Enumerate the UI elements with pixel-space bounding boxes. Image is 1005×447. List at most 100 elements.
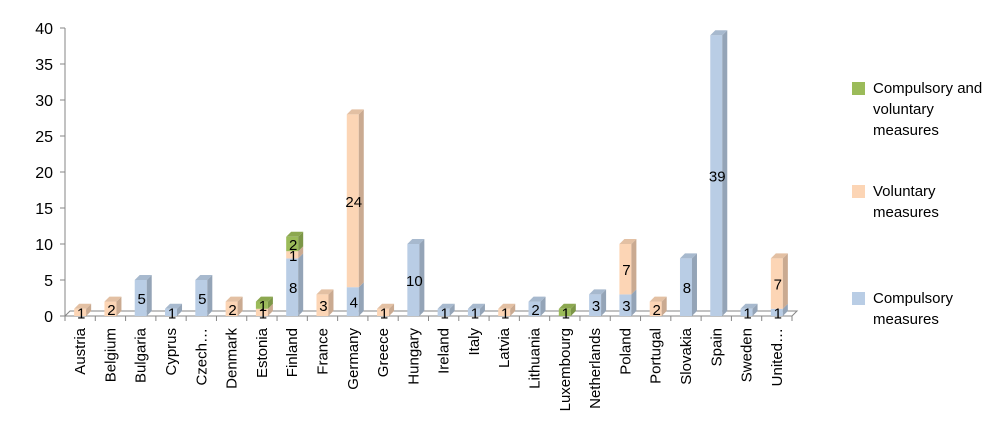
bar-top <box>346 109 364 115</box>
bars <box>74 30 788 316</box>
bar-top <box>134 275 152 280</box>
data-label: 5 <box>138 291 146 308</box>
category-label: Estonia <box>254 327 271 378</box>
data-label: 1 <box>774 305 782 322</box>
y-tick-label: 15 <box>35 201 53 218</box>
category-label: Netherlands <box>587 328 604 409</box>
bar-top <box>104 296 122 302</box>
legend-label-voluntary: Voluntary measures <box>873 183 939 221</box>
bar-top <box>225 296 243 302</box>
data-label: 7 <box>774 277 782 294</box>
data-label: 10 <box>406 273 423 290</box>
bar-segment-side <box>661 296 667 316</box>
bar-segment <box>225 301 238 316</box>
bar-segment <box>710 35 723 316</box>
bar-segment-side <box>116 296 122 316</box>
bar-segment <box>437 308 450 316</box>
data-label: 8 <box>683 280 691 297</box>
data-label: 4 <box>350 295 358 312</box>
data-label: 7 <box>622 262 630 279</box>
data-label: 1 <box>380 305 388 322</box>
bar-segment-side <box>328 289 334 316</box>
bar-top <box>679 253 697 259</box>
bar-segment <box>346 287 359 316</box>
x-axis <box>63 310 799 321</box>
bar-top <box>558 303 576 309</box>
data-label: 1 <box>289 248 297 265</box>
bar-segment <box>528 301 541 316</box>
bar-segment-side <box>207 275 213 316</box>
data-label: 2 <box>531 302 539 319</box>
bar-segment-side <box>237 296 243 316</box>
category-label: Greece <box>375 328 392 377</box>
bar-segment <box>498 308 511 316</box>
y-tick-label: 25 <box>35 129 53 146</box>
bar-segment-side <box>631 289 637 316</box>
bar-top <box>528 296 546 302</box>
category-label: Germany <box>345 328 362 390</box>
data-label: 1 <box>77 305 85 322</box>
bar-segment-side <box>419 239 425 316</box>
data-label: 24 <box>345 194 362 211</box>
legend-swatch-compulsory <box>852 292 865 305</box>
bar-segment <box>377 308 390 316</box>
data-label: 39 <box>709 169 726 186</box>
data-label: 1 <box>259 305 267 322</box>
legend-item-compulsory-and-voluntary: Compulsory and voluntary measures <box>852 78 993 141</box>
bar-top <box>377 303 395 309</box>
bar-segment <box>407 244 420 316</box>
bar-top <box>316 289 334 295</box>
legend-label-compulsory-and-voluntary: Compulsory and voluntary measures <box>873 80 983 139</box>
bar-segment <box>467 308 480 316</box>
legend-label-compulsory: Compulsory measures <box>873 290 954 328</box>
legend-swatch-compulsory-and-voluntary <box>852 82 865 95</box>
bar-segment <box>619 244 632 295</box>
legend-swatch-voluntary <box>852 185 865 198</box>
bar-segment <box>619 294 632 316</box>
bar-segment-side <box>691 253 697 316</box>
data-label: 1 <box>501 305 509 322</box>
bar-segment-side <box>298 231 304 252</box>
bar-segment <box>286 236 299 252</box>
bar-segment <box>255 308 268 316</box>
category-label: Poland <box>617 328 634 375</box>
category-label: Belgium <box>102 328 119 382</box>
bar-segment <box>770 258 783 309</box>
category-label: Bulgaria <box>133 327 150 383</box>
bar-top <box>286 231 304 237</box>
category-label: Luxembourg <box>557 328 574 411</box>
bar-top <box>710 30 728 36</box>
bar-segment <box>346 114 359 288</box>
category-label: Spain <box>708 328 725 366</box>
data-label: 2 <box>653 302 661 319</box>
category-label: Cyprus <box>163 328 180 376</box>
bar-segment <box>104 301 117 316</box>
category-label: Hungary <box>405 328 422 385</box>
bar-segment <box>649 301 662 316</box>
bar-segment <box>558 308 571 316</box>
data-label: 2 <box>228 302 236 319</box>
data-label: 1 <box>562 305 570 322</box>
bar-segment-side <box>358 282 364 316</box>
category-label: Denmark <box>224 328 241 389</box>
bar-top <box>498 303 516 309</box>
bar-segment <box>255 301 268 309</box>
bar-segment <box>770 308 783 316</box>
bar-segment-side <box>267 303 273 316</box>
category-label: Finland <box>284 328 301 377</box>
bar-segment <box>286 258 299 316</box>
data-label: 1 <box>259 298 267 315</box>
category-label: Slovakia <box>678 327 695 384</box>
bar-segment <box>286 251 299 259</box>
data-label: 2 <box>289 237 297 254</box>
bar-segment <box>74 308 87 316</box>
data-label: 5 <box>198 291 206 308</box>
bar-segment-side <box>177 303 183 316</box>
bar-segment-side <box>479 303 485 316</box>
bar-segment-side <box>631 239 637 295</box>
category-label: France <box>314 328 331 375</box>
y-tick-label: 30 <box>35 93 53 110</box>
bar-top <box>770 253 788 259</box>
